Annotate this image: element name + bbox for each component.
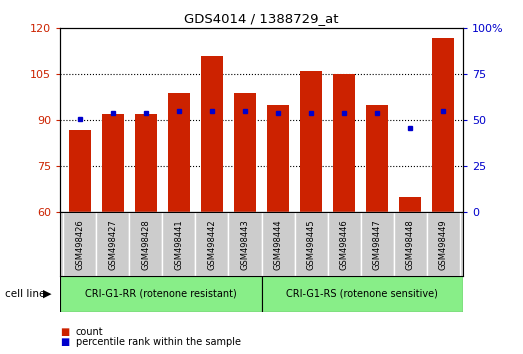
Text: GSM498427: GSM498427 (108, 219, 118, 270)
Text: GSM498446: GSM498446 (339, 219, 348, 270)
Bar (96, 212, 130, 276)
Bar (366, 105, 388, 212)
Bar (360, 212, 393, 276)
Bar (267, 105, 289, 212)
Text: GSM498428: GSM498428 (141, 219, 151, 270)
Bar (393, 212, 427, 276)
Text: GSM498441: GSM498441 (175, 219, 184, 270)
Text: GSM498447: GSM498447 (372, 219, 382, 270)
Bar (262, 276, 463, 312)
Text: ■: ■ (60, 337, 70, 347)
Text: ▶: ▶ (43, 289, 51, 299)
Bar (60, 276, 262, 312)
Bar (262, 212, 294, 276)
Text: percentile rank within the sample: percentile rank within the sample (76, 337, 241, 347)
Bar (201, 56, 223, 212)
Bar (196, 212, 229, 276)
Text: GSM498444: GSM498444 (274, 219, 282, 270)
Bar (427, 212, 460, 276)
Bar (135, 114, 157, 212)
Bar (229, 212, 262, 276)
Bar (433, 38, 454, 212)
Bar (300, 71, 322, 212)
Bar (234, 93, 256, 212)
Text: cell line: cell line (5, 289, 46, 299)
Bar (333, 74, 355, 212)
Text: GSM498426: GSM498426 (75, 219, 84, 270)
Bar (168, 93, 190, 212)
Bar (102, 114, 123, 212)
Bar (400, 197, 421, 212)
Text: GSM498449: GSM498449 (439, 219, 448, 270)
Text: GSM498448: GSM498448 (405, 219, 415, 270)
Text: GSM498442: GSM498442 (208, 219, 217, 270)
Text: ■: ■ (60, 327, 70, 337)
Text: count: count (76, 327, 104, 337)
Text: CRI-G1-RS (rotenone sensitive): CRI-G1-RS (rotenone sensitive) (286, 289, 438, 299)
Bar (63, 212, 96, 276)
Bar (130, 212, 163, 276)
Bar (163, 212, 196, 276)
Text: GDS4014 / 1388729_at: GDS4014 / 1388729_at (184, 12, 339, 25)
Text: GSM498445: GSM498445 (306, 219, 315, 270)
Text: CRI-G1-RR (rotenone resistant): CRI-G1-RR (rotenone resistant) (85, 289, 237, 299)
Bar (69, 130, 90, 212)
Text: GSM498443: GSM498443 (241, 219, 249, 270)
Bar (327, 212, 360, 276)
Bar (294, 212, 327, 276)
